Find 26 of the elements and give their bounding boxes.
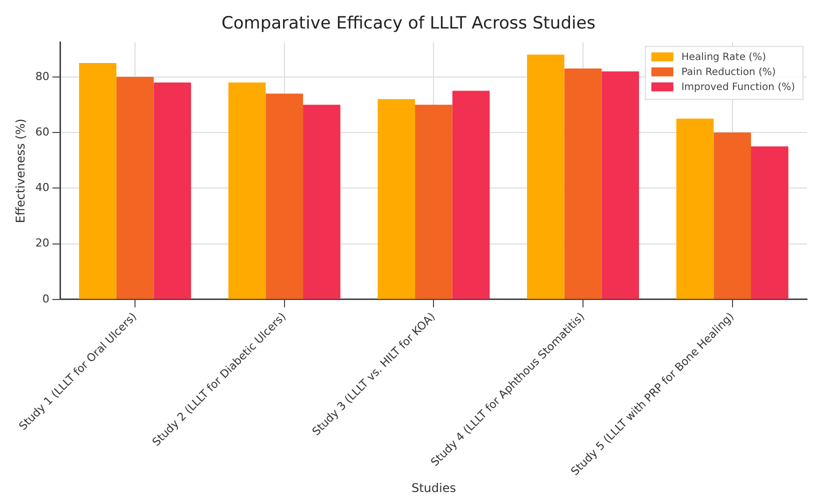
y-axis-title: Effectiveness (%) bbox=[13, 118, 28, 224]
bar bbox=[564, 68, 602, 299]
bar bbox=[527, 54, 564, 299]
legend-label: Healing Rate (%) bbox=[681, 52, 766, 63]
y-tick-label: 20 bbox=[35, 236, 50, 250]
bar bbox=[266, 94, 304, 299]
bar bbox=[452, 90, 490, 299]
chart-title: Comparative Efficacy of LLLT Across Studies bbox=[221, 14, 596, 34]
bar bbox=[602, 71, 640, 299]
bar bbox=[228, 82, 266, 299]
bar bbox=[303, 104, 340, 299]
bar bbox=[751, 146, 788, 299]
y-tick-label: 80 bbox=[35, 70, 50, 83]
y-tick-label: 40 bbox=[35, 181, 50, 194]
y-tick-label: 60 bbox=[35, 125, 50, 138]
y-tick-label: 0 bbox=[42, 292, 50, 306]
bar bbox=[676, 118, 714, 299]
legend-label: Improved Function (%) bbox=[681, 82, 796, 93]
legend-label: Pain Reduction (%) bbox=[681, 66, 776, 78]
bar bbox=[378, 99, 416, 299]
bar bbox=[415, 104, 452, 299]
bar bbox=[154, 82, 192, 299]
bar bbox=[79, 62, 116, 299]
bar bbox=[714, 132, 752, 299]
bar bbox=[116, 76, 154, 299]
x-axis-title: Studies bbox=[411, 480, 456, 495]
